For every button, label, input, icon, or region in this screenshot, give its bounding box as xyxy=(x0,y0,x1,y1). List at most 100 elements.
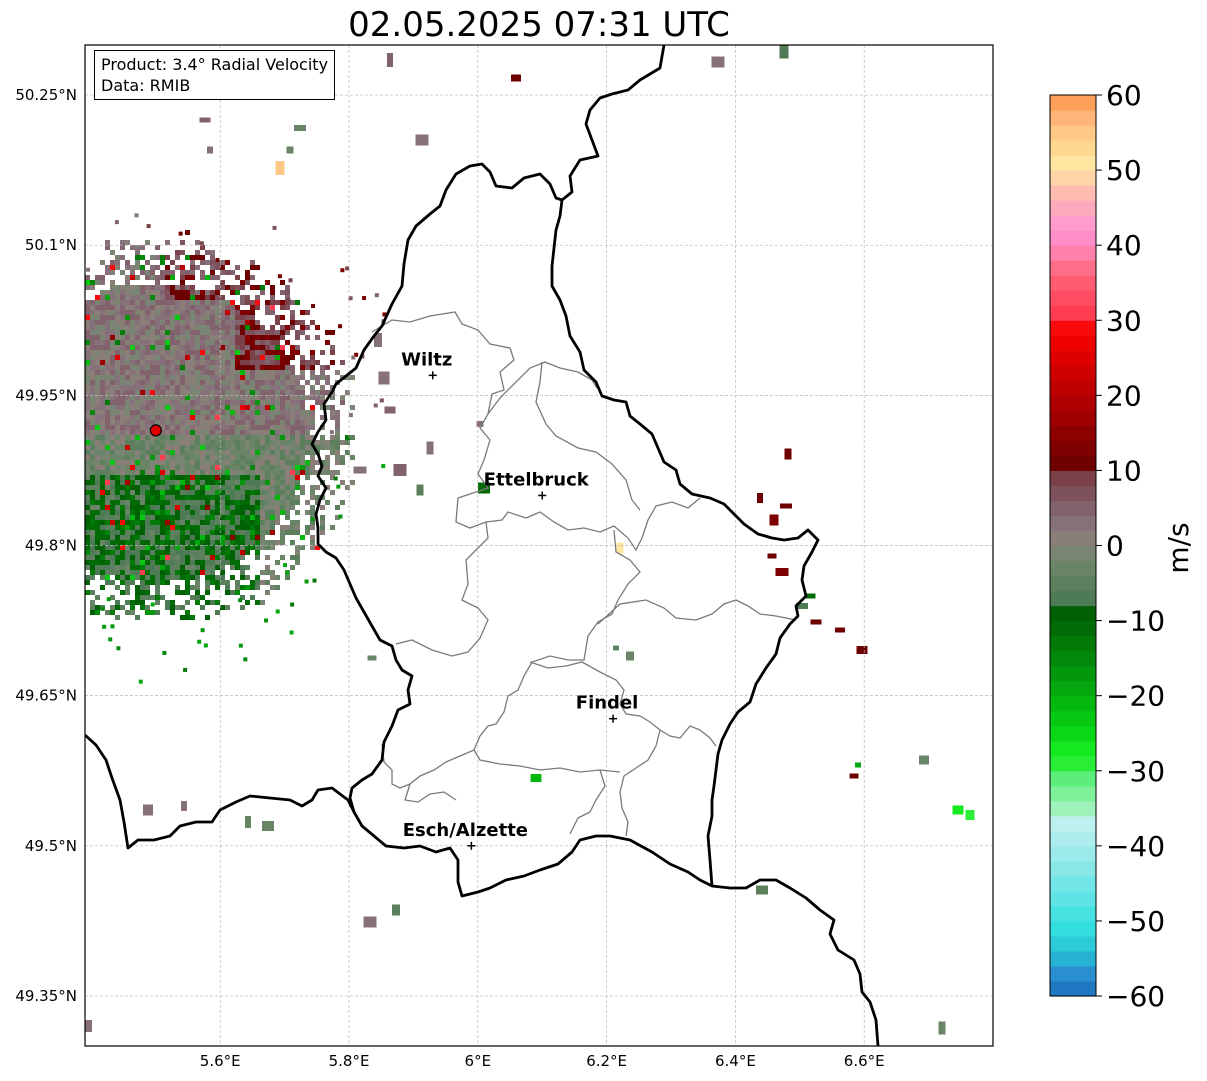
echo-cell xyxy=(185,495,190,500)
echo-cell xyxy=(320,530,325,535)
echo-cell xyxy=(170,405,175,410)
echo-cell xyxy=(225,500,230,505)
echo-speck xyxy=(348,413,353,418)
echo-cell xyxy=(135,615,140,620)
echo-cell xyxy=(255,445,260,450)
echo-cell xyxy=(235,340,240,345)
echo-cell xyxy=(175,265,180,270)
echo-cell xyxy=(280,350,285,355)
echo-cell xyxy=(110,460,115,465)
echo-cell xyxy=(230,310,235,315)
echo-blob xyxy=(856,646,868,654)
echo-cell xyxy=(120,505,125,510)
echo-cell xyxy=(205,450,210,455)
echo-cell xyxy=(265,360,270,365)
echo-cell xyxy=(100,425,105,430)
echo-cell xyxy=(220,445,225,450)
colorbar-band xyxy=(1050,635,1096,652)
echo-cell xyxy=(215,375,220,380)
echo-speck xyxy=(348,296,353,301)
echo-cell xyxy=(225,510,230,515)
echo-cell xyxy=(200,295,205,300)
echo-cell xyxy=(175,430,180,435)
echo-cell xyxy=(250,505,255,510)
echo-cell xyxy=(180,555,185,560)
echo-cell xyxy=(170,570,175,575)
echo-cell xyxy=(170,380,175,385)
echo-cell xyxy=(160,430,165,435)
echo-cell xyxy=(280,385,285,390)
echo-cell xyxy=(300,405,305,410)
echo-cell xyxy=(240,505,245,510)
echo-blob xyxy=(426,441,434,455)
echo-cell xyxy=(100,370,105,375)
echo-cell xyxy=(200,410,205,415)
echo-cell xyxy=(115,390,120,395)
echo-cell xyxy=(245,540,250,545)
echo-cell xyxy=(150,290,155,295)
echo-cell xyxy=(155,590,160,595)
echo-cell xyxy=(110,415,115,420)
colorbar-tick-label: 0 xyxy=(1106,530,1124,563)
echo-cell xyxy=(240,460,245,465)
echo-cell xyxy=(300,375,305,380)
echo-cell xyxy=(185,370,190,375)
echo-cell xyxy=(260,395,265,400)
echo-cell xyxy=(155,550,160,555)
echo-cell xyxy=(170,295,175,300)
echo-cell xyxy=(145,415,150,420)
echo-cell xyxy=(155,525,160,530)
echo-cell xyxy=(210,275,215,280)
echo-cell xyxy=(220,440,225,445)
echo-cell xyxy=(135,345,140,350)
echo-cell xyxy=(150,485,155,490)
echo-cell xyxy=(90,400,95,405)
echo-cell xyxy=(190,270,195,275)
echo-cell xyxy=(250,265,255,270)
echo-cell xyxy=(215,310,220,315)
echo-cell xyxy=(140,465,145,470)
echo-cell xyxy=(235,470,240,475)
echo-cell xyxy=(85,480,90,485)
echo-cell xyxy=(215,525,220,530)
echo-cell xyxy=(155,295,160,300)
echo-cell xyxy=(105,320,110,325)
echo-cell xyxy=(250,495,255,500)
echo-cell xyxy=(245,385,250,390)
colorbar-tick-label: 40 xyxy=(1106,229,1142,262)
echo-cell xyxy=(120,460,125,465)
echo-cell xyxy=(125,310,130,315)
echo-cell xyxy=(145,375,150,380)
echo-cell xyxy=(200,390,205,395)
echo-cell xyxy=(175,425,180,430)
echo-cell xyxy=(265,335,270,340)
echo-cell xyxy=(195,290,200,295)
echo-cell xyxy=(185,460,190,465)
echo-cell xyxy=(195,250,200,255)
echo-cell xyxy=(130,360,135,365)
echo-cell xyxy=(295,495,300,500)
echo-cell xyxy=(95,330,100,335)
echo-cell xyxy=(250,485,255,490)
echo-cell xyxy=(150,305,155,310)
colorbar-band xyxy=(1050,650,1096,667)
echo-cell xyxy=(190,530,195,535)
echo-cell xyxy=(315,380,320,385)
echo-cell xyxy=(145,425,150,430)
echo-cell xyxy=(250,315,255,320)
echo-cell xyxy=(125,335,130,340)
echo-cell xyxy=(285,500,290,505)
echo-cell xyxy=(255,265,260,270)
echo-cell xyxy=(110,300,115,305)
echo-cell xyxy=(255,395,260,400)
echo-cell xyxy=(205,360,210,365)
echo-cell xyxy=(150,500,155,505)
echo-cell xyxy=(155,515,160,520)
echo-cell xyxy=(100,280,105,285)
echo-cell xyxy=(220,350,225,355)
echo-cell xyxy=(115,450,120,455)
echo-cell xyxy=(160,355,165,360)
echo-cell xyxy=(100,335,105,340)
echo-cell xyxy=(210,600,215,605)
echo-cell xyxy=(195,510,200,515)
